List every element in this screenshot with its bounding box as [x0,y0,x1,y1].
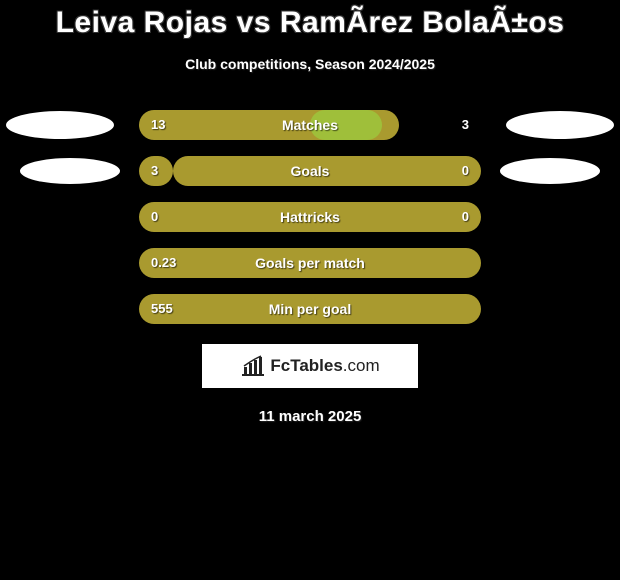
stat-label: Min per goal [139,294,481,324]
brand-text: FcTables.com [270,356,379,376]
stat-label: Matches [139,110,481,140]
stat-row: 0.23 Goals per match [0,248,620,278]
bar-mpg: 555 Min per goal [139,294,481,324]
infographic-root: Leiva Rojas vs RamÃ­rez BolaÃ±os Club co… [0,0,620,425]
stat-row: 13 Matches 3 [0,110,620,140]
bar-goals: 3 Goals 0 [139,156,481,186]
bar-matches: 13 Matches 3 [139,110,481,140]
stat-row: 555 Min per goal [0,294,620,324]
stat-right-value: 3 [462,110,469,140]
stat-label: Goals [139,156,481,186]
player-right-oval [500,158,600,184]
brand-badge: FcTables.com [202,344,418,388]
stat-label: Hattricks [139,202,481,232]
player-left-oval [6,111,114,139]
brand-name: FcTables [270,356,342,375]
stat-row: 0 Hattricks 0 [0,202,620,232]
bar-hattricks: 0 Hattricks 0 [139,202,481,232]
bar-chart-icon [240,355,266,377]
bar-gpm: 0.23 Goals per match [139,248,481,278]
date-text: 11 march 2025 [259,408,362,425]
player-left-oval [20,158,120,184]
stat-right-value: 0 [462,156,469,186]
stat-label: Goals per match [139,248,481,278]
stat-right-value: 0 [462,202,469,232]
stats-list: 13 Matches 3 3 Goals 0 0 Hattricks 0 [0,110,620,324]
brand-suffix: .com [343,356,380,375]
page-title: Leiva Rojas vs RamÃ­rez BolaÃ±os [56,6,565,40]
player-right-oval [506,111,614,139]
stat-row: 3 Goals 0 [0,156,620,186]
subtitle: Club competitions, Season 2024/2025 [185,56,435,72]
